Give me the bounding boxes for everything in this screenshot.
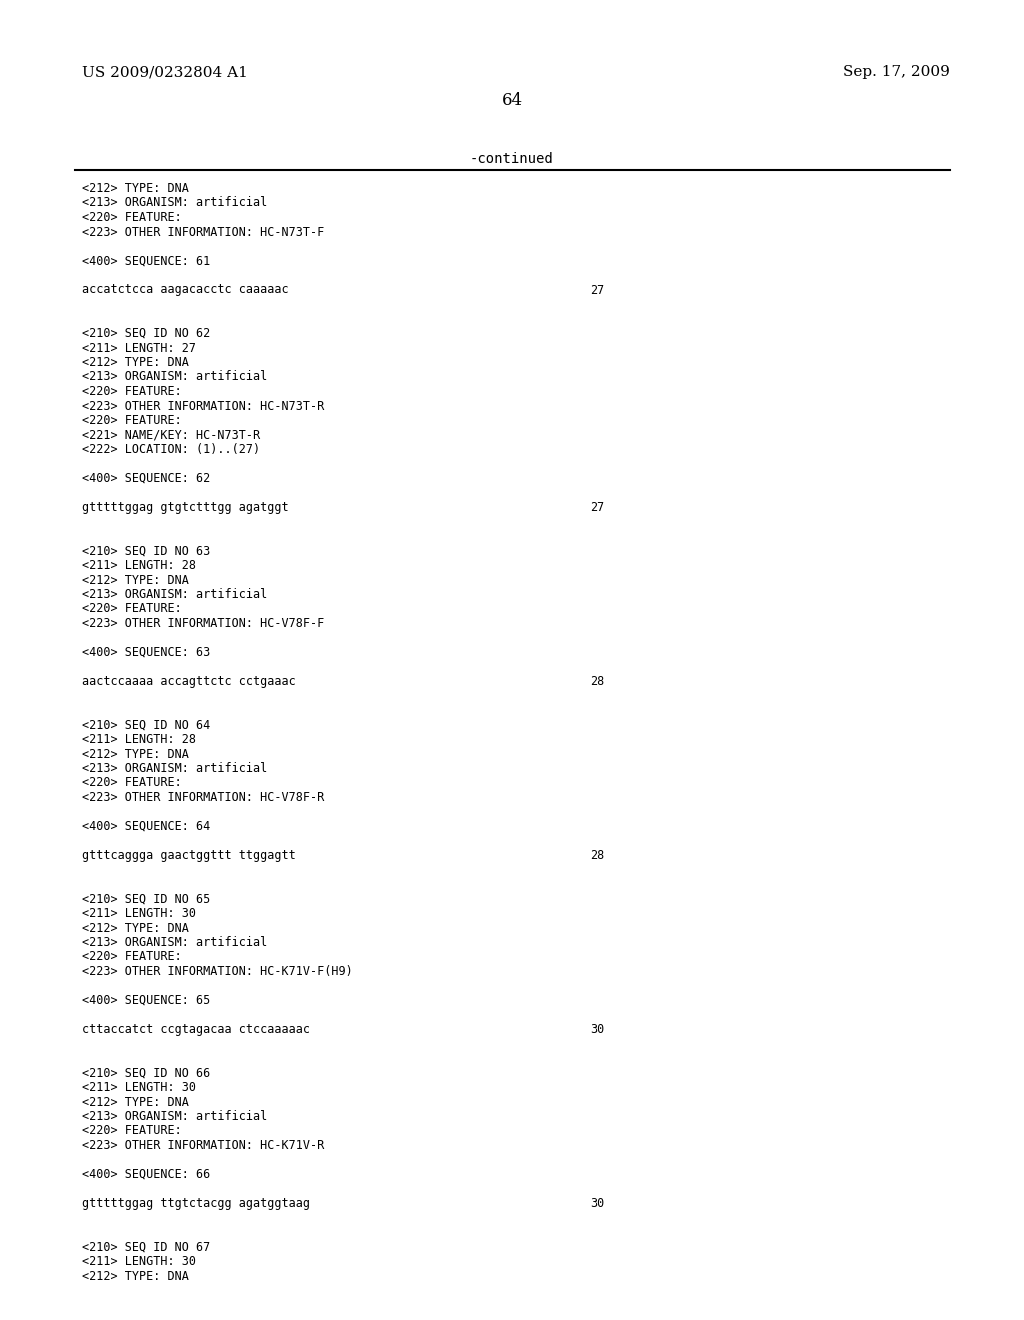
Text: aactccaaaa accagttctc cctgaaac: aactccaaaa accagttctc cctgaaac <box>82 675 296 688</box>
Text: <400> SEQUENCE: 61: <400> SEQUENCE: 61 <box>82 255 210 268</box>
Text: <212> TYPE: DNA: <212> TYPE: DNA <box>82 573 188 586</box>
Text: accatctcca aagacacctc caaaaac: accatctcca aagacacctc caaaaac <box>82 284 289 297</box>
Text: gtttcaggga gaactggttt ttggagtt: gtttcaggga gaactggttt ttggagtt <box>82 849 296 862</box>
Text: <211> LENGTH: 30: <211> LENGTH: 30 <box>82 1081 196 1094</box>
Text: <212> TYPE: DNA: <212> TYPE: DNA <box>82 747 188 760</box>
Text: <220> FEATURE:: <220> FEATURE: <box>82 950 181 964</box>
Text: <400> SEQUENCE: 65: <400> SEQUENCE: 65 <box>82 994 210 1007</box>
Text: <220> FEATURE:: <220> FEATURE: <box>82 385 181 399</box>
Text: <211> LENGTH: 30: <211> LENGTH: 30 <box>82 1255 196 1269</box>
Text: <210> SEQ ID NO 62: <210> SEQ ID NO 62 <box>82 327 210 341</box>
Text: <220> FEATURE:: <220> FEATURE: <box>82 414 181 426</box>
Text: <211> LENGTH: 28: <211> LENGTH: 28 <box>82 733 196 746</box>
Text: gtttttggag ttgtctacgg agatggtaag: gtttttggag ttgtctacgg agatggtaag <box>82 1197 310 1210</box>
Text: <213> ORGANISM: artificial: <213> ORGANISM: artificial <box>82 587 267 601</box>
Text: <221> NAME/KEY: HC-N73T-R: <221> NAME/KEY: HC-N73T-R <box>82 429 260 441</box>
Text: Sep. 17, 2009: Sep. 17, 2009 <box>843 65 950 79</box>
Text: cttaccatct ccgtagacaa ctccaaaaac: cttaccatct ccgtagacaa ctccaaaaac <box>82 1023 310 1036</box>
Text: 64: 64 <box>502 92 522 110</box>
Text: <223> OTHER INFORMATION: HC-K71V-R: <223> OTHER INFORMATION: HC-K71V-R <box>82 1139 325 1152</box>
Text: <210> SEQ ID NO 65: <210> SEQ ID NO 65 <box>82 892 210 906</box>
Text: <223> OTHER INFORMATION: HC-N73T-F: <223> OTHER INFORMATION: HC-N73T-F <box>82 226 325 239</box>
Text: <212> TYPE: DNA: <212> TYPE: DNA <box>82 921 188 935</box>
Text: 28: 28 <box>590 849 604 862</box>
Text: <213> ORGANISM: artificial: <213> ORGANISM: artificial <box>82 197 267 210</box>
Text: <223> OTHER INFORMATION: HC-N73T-R: <223> OTHER INFORMATION: HC-N73T-R <box>82 400 325 412</box>
Text: <223> OTHER INFORMATION: HC-V78F-F: <223> OTHER INFORMATION: HC-V78F-F <box>82 616 325 630</box>
Text: 30: 30 <box>590 1023 604 1036</box>
Text: <210> SEQ ID NO 66: <210> SEQ ID NO 66 <box>82 1067 210 1080</box>
Text: <211> LENGTH: 30: <211> LENGTH: 30 <box>82 907 196 920</box>
Text: <212> TYPE: DNA: <212> TYPE: DNA <box>82 1096 188 1109</box>
Text: gtttttggag gtgtctttgg agatggt: gtttttggag gtgtctttgg agatggt <box>82 502 289 513</box>
Text: <212> TYPE: DNA: <212> TYPE: DNA <box>82 1270 188 1283</box>
Text: <213> ORGANISM: artificial: <213> ORGANISM: artificial <box>82 936 267 949</box>
Text: <211> LENGTH: 27: <211> LENGTH: 27 <box>82 342 196 355</box>
Text: <213> ORGANISM: artificial: <213> ORGANISM: artificial <box>82 1110 267 1123</box>
Text: <222> LOCATION: (1)..(27): <222> LOCATION: (1)..(27) <box>82 444 260 455</box>
Text: <220> FEATURE:: <220> FEATURE: <box>82 602 181 615</box>
Text: <400> SEQUENCE: 64: <400> SEQUENCE: 64 <box>82 820 210 833</box>
Text: <220> FEATURE:: <220> FEATURE: <box>82 1125 181 1138</box>
Text: <400> SEQUENCE: 62: <400> SEQUENCE: 62 <box>82 473 210 484</box>
Text: <213> ORGANISM: artificial: <213> ORGANISM: artificial <box>82 762 267 775</box>
Text: <210> SEQ ID NO 64: <210> SEQ ID NO 64 <box>82 718 210 731</box>
Text: <220> FEATURE:: <220> FEATURE: <box>82 776 181 789</box>
Text: <400> SEQUENCE: 66: <400> SEQUENCE: 66 <box>82 1168 210 1181</box>
Text: 27: 27 <box>590 284 604 297</box>
Text: <400> SEQUENCE: 63: <400> SEQUENCE: 63 <box>82 645 210 659</box>
Text: <213> ORGANISM: artificial: <213> ORGANISM: artificial <box>82 371 267 384</box>
Text: US 2009/0232804 A1: US 2009/0232804 A1 <box>82 65 248 79</box>
Text: <212> TYPE: DNA: <212> TYPE: DNA <box>82 356 188 370</box>
Text: <223> OTHER INFORMATION: HC-V78F-R: <223> OTHER INFORMATION: HC-V78F-R <box>82 791 325 804</box>
Text: <210> SEQ ID NO 67: <210> SEQ ID NO 67 <box>82 1241 210 1254</box>
Text: -continued: -continued <box>470 152 554 166</box>
Text: <223> OTHER INFORMATION: HC-K71V-F(H9): <223> OTHER INFORMATION: HC-K71V-F(H9) <box>82 965 352 978</box>
Text: <212> TYPE: DNA: <212> TYPE: DNA <box>82 182 188 195</box>
Text: <211> LENGTH: 28: <211> LENGTH: 28 <box>82 558 196 572</box>
Text: 27: 27 <box>590 502 604 513</box>
Text: <220> FEATURE:: <220> FEATURE: <box>82 211 181 224</box>
Text: <210> SEQ ID NO 63: <210> SEQ ID NO 63 <box>82 544 210 557</box>
Text: 28: 28 <box>590 675 604 688</box>
Text: 30: 30 <box>590 1197 604 1210</box>
